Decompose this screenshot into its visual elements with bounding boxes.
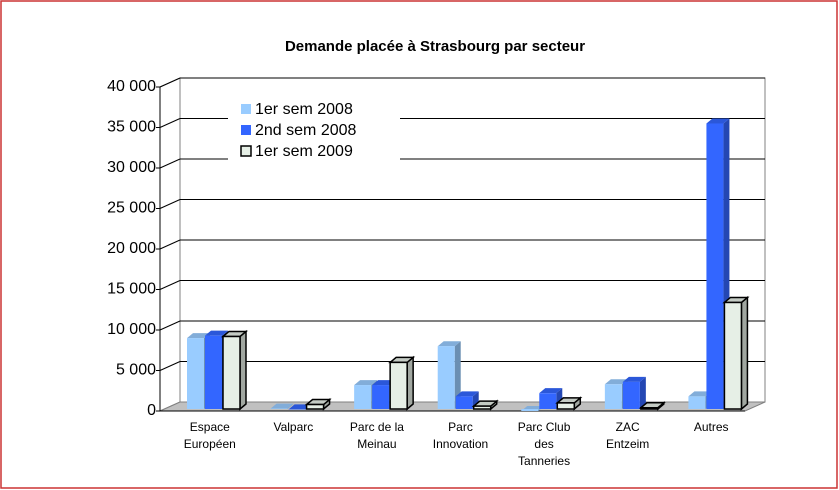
bar: [437, 346, 455, 409]
bar: [622, 381, 640, 409]
grid-line: [159, 320, 181, 331]
grid-line: [159, 118, 181, 128]
bar-top: [455, 391, 479, 397]
bar: [389, 361, 408, 410]
bar-side: [287, 403, 294, 409]
grid-line: [159, 77, 181, 88]
chart-title: Demande placée à Strasbourg par secteur: [285, 38, 585, 55]
bar-top: [270, 403, 294, 409]
bar: [472, 405, 492, 410]
bar-top: [706, 118, 730, 124]
y-tick-label: 10 000: [107, 321, 156, 338]
grid-line: [159, 361, 181, 371]
bar: [556, 402, 576, 410]
bar-side: [740, 295, 749, 411]
x-tick-label: Parc Club des Tanneries: [518, 420, 571, 468]
y-tick-label: 30 000: [107, 159, 156, 176]
y-tick-label: 25 000: [107, 200, 156, 217]
grid-line: [159, 158, 181, 169]
x-tick-label: ZAC Entzeim: [606, 420, 649, 451]
bar-top: [205, 330, 228, 336]
y-tick-label: 40 000: [107, 78, 156, 95]
bar: [205, 335, 222, 409]
bar-side: [406, 355, 414, 411]
bar: [222, 335, 241, 410]
bar: [455, 396, 473, 409]
legend-label: 1er sem 2009: [255, 143, 353, 160]
bar: [354, 385, 372, 409]
y-tick-label: 5 000: [116, 362, 156, 379]
bar: [688, 396, 706, 409]
legend-label: 2nd sem 2008: [255, 122, 357, 139]
bar-top: [688, 391, 712, 397]
grid-line: [159, 239, 181, 250]
grid-line: [159, 280, 181, 290]
bar: [187, 338, 204, 409]
legend-label: 1er sem 2008: [255, 101, 353, 118]
bar-top: [437, 341, 461, 347]
y-tick-label: 20 000: [107, 240, 156, 257]
legend-swatch: [241, 104, 251, 114]
legend-bg: [228, 98, 400, 164]
grid-line: [159, 199, 181, 209]
bar-top: [354, 380, 378, 386]
legend-swatch: [241, 125, 251, 135]
bar-top: [622, 376, 646, 382]
x-tick-label: Valparc: [273, 420, 313, 434]
bar: [723, 301, 743, 410]
bar: [539, 393, 557, 409]
x-tick-label: Parc Innovation: [433, 420, 488, 451]
bar: [640, 407, 659, 410]
bar: [706, 123, 724, 409]
y-tick-label: 35 000: [107, 119, 156, 136]
bar-top: [604, 379, 628, 385]
bar: [604, 384, 622, 409]
legend-swatch: [240, 145, 252, 157]
x-tick-label: Parc de la Meinau: [350, 420, 404, 451]
x-tick-label: Autres: [694, 420, 729, 434]
bar: [305, 403, 325, 410]
bar-side: [454, 341, 461, 409]
y-tick-label: 0: [147, 402, 156, 419]
bar-top: [187, 333, 210, 339]
bar-side: [639, 376, 646, 409]
bar-top: [539, 388, 563, 394]
bar: [372, 385, 390, 409]
y-tick-label: 15 000: [107, 281, 156, 298]
bar-side: [239, 329, 247, 411]
x-tick-label: Espace Européen: [184, 420, 236, 451]
bar: [521, 409, 539, 411]
